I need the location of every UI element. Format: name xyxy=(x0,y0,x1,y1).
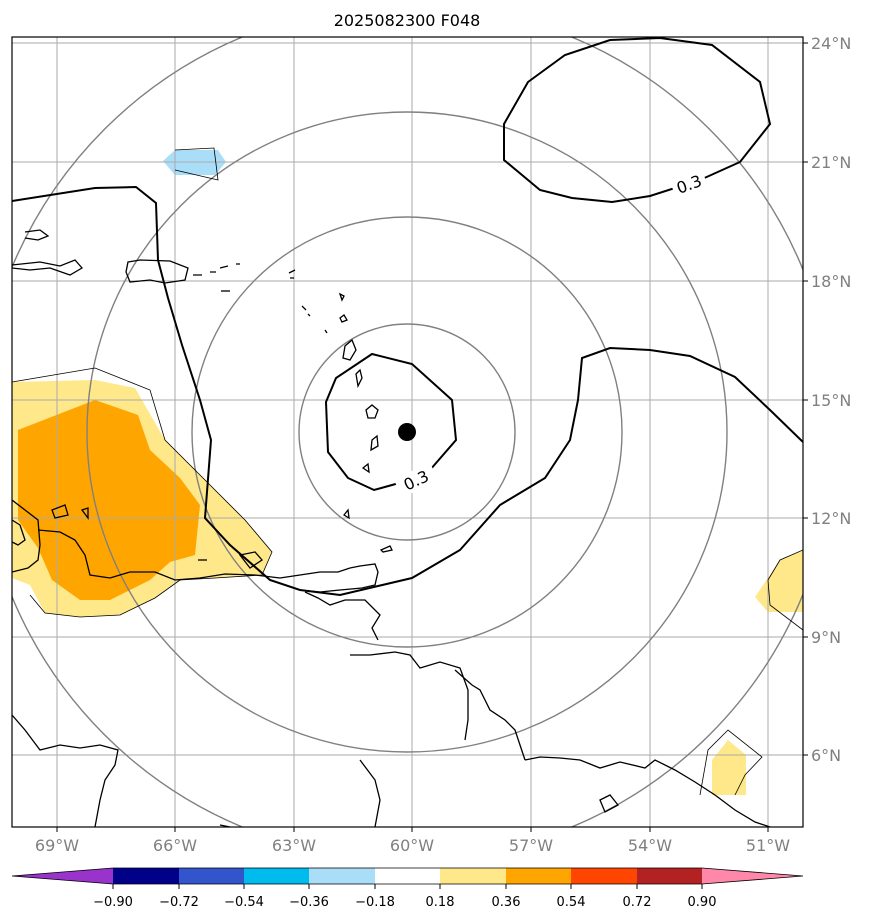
colorbar-segment xyxy=(440,868,506,884)
contours xyxy=(12,37,803,597)
range-rings xyxy=(12,37,803,827)
lon-label: 51°W xyxy=(746,836,790,855)
colorbar-tick-label: −0.36 xyxy=(289,895,329,910)
orange-region-west xyxy=(18,400,200,600)
colorbar-segment xyxy=(309,868,375,884)
colorbar-segment xyxy=(12,868,113,884)
colorbar-tick-label: −0.72 xyxy=(159,895,199,910)
contour-inner-closed xyxy=(324,352,458,492)
colorbar: −0.90 −0.72 −0.54 −0.36 −0.18 0.18 0.36 … xyxy=(11,867,804,910)
coastlines xyxy=(12,229,771,827)
colorbar-tick-label: −0.54 xyxy=(224,895,264,910)
contour-west xyxy=(12,185,803,597)
contour-northeast-closed xyxy=(503,37,772,204)
colorbar-segment xyxy=(571,868,637,884)
colorbar-segment xyxy=(179,868,244,884)
colorbar-tick-label: 0.72 xyxy=(623,895,652,910)
lon-label: 69°W xyxy=(35,836,79,855)
lat-label: 21°N xyxy=(811,153,851,172)
lat-label: 24°N xyxy=(811,34,851,53)
colorbar-tick-label: 0.18 xyxy=(426,895,455,910)
colorbar-segment xyxy=(637,868,702,884)
lat-labels: 24°N 21°N 18°N 15°N 12°N 9°N 6°N xyxy=(811,34,851,765)
shaded-fields xyxy=(12,150,803,795)
lon-label: 63°W xyxy=(272,836,316,855)
colorbar-segment xyxy=(702,868,803,884)
colorbar-segment xyxy=(506,868,571,884)
colorbar-ticks xyxy=(112,884,703,889)
colorbar-tick-label: −0.90 xyxy=(93,895,133,910)
lat-label: 6°N xyxy=(811,746,841,765)
light-orange-region-south xyxy=(712,740,746,795)
lat-label: 12°N xyxy=(811,509,851,528)
tick-marks xyxy=(56,42,808,832)
light-orange-region-east xyxy=(755,550,803,612)
shaded-outlines xyxy=(12,147,803,796)
colorbar-tick-label: −0.18 xyxy=(355,895,395,910)
colorbar-segment xyxy=(244,868,309,884)
storm-center-marker xyxy=(398,423,416,441)
lon-label: 60°W xyxy=(390,836,434,855)
map-title: 2025082300 F048 xyxy=(334,11,481,30)
lat-label: 9°N xyxy=(811,628,841,647)
lat-label: 15°N xyxy=(811,391,851,410)
map-frame xyxy=(11,36,804,828)
colorbar-segment xyxy=(375,868,440,884)
colorbar-tick-label: 0.36 xyxy=(492,895,521,910)
lon-labels: 69°W 66°W 63°W 60°W 57°W 54°W 51°W xyxy=(35,836,790,855)
colorbar-tick-label: 0.54 xyxy=(557,895,586,910)
lon-label: 66°W xyxy=(153,836,197,855)
lon-label: 57°W xyxy=(509,836,553,855)
lon-label: 54°W xyxy=(628,836,672,855)
colorbar-tick-label: 0.90 xyxy=(688,895,717,910)
lat-label: 18°N xyxy=(811,272,851,291)
colorbar-segment xyxy=(113,868,179,884)
